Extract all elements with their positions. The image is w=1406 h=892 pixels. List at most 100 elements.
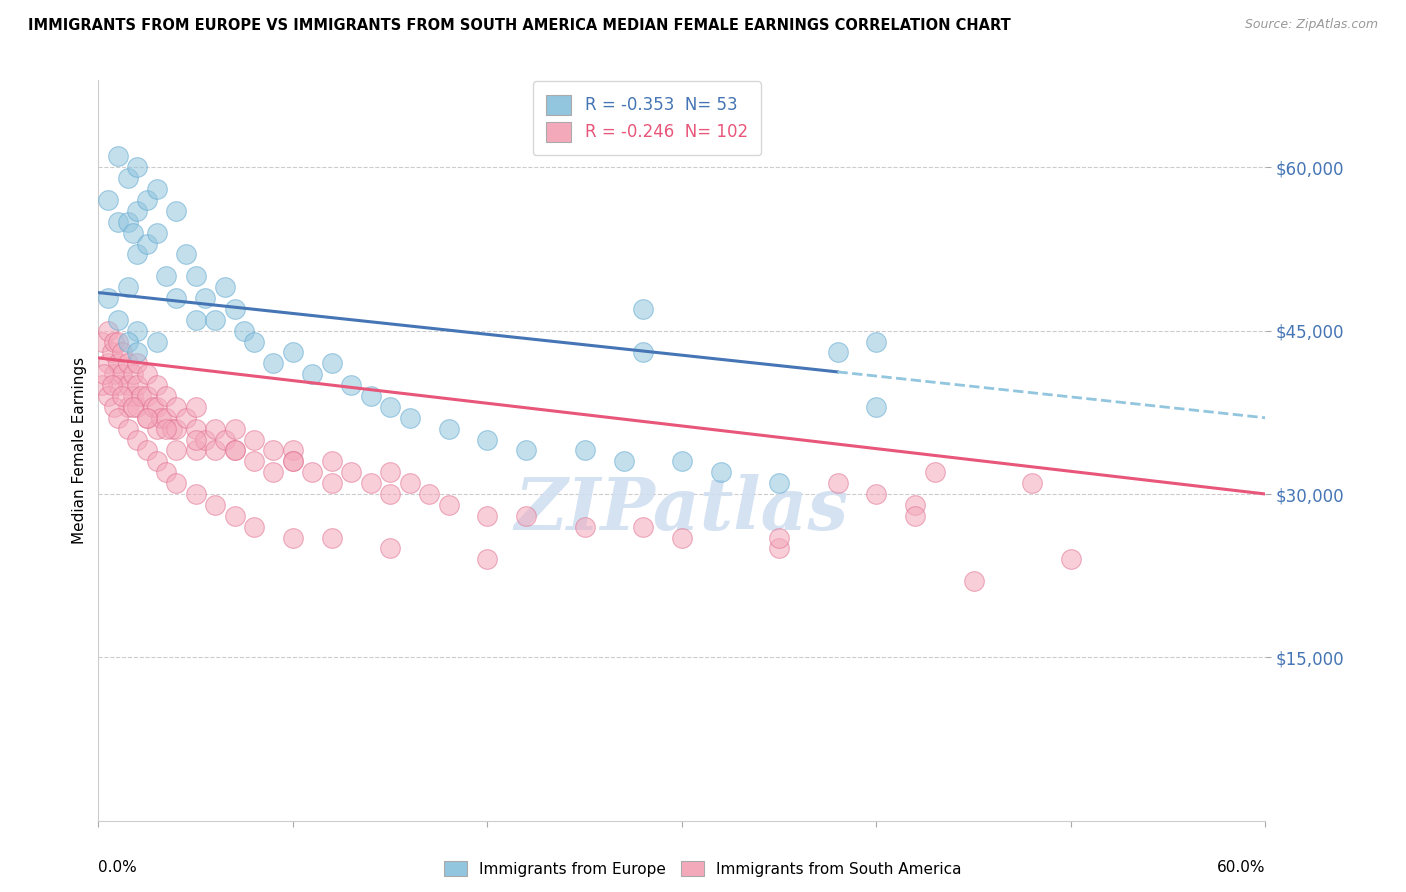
Point bbox=[243, 334, 266, 349]
Point bbox=[136, 410, 159, 425]
Point bbox=[101, 345, 124, 359]
Point bbox=[117, 422, 139, 436]
Point bbox=[162, 422, 184, 436]
Point bbox=[165, 400, 187, 414]
Point bbox=[631, 345, 654, 359]
Point bbox=[437, 498, 460, 512]
Point bbox=[146, 400, 169, 414]
Point bbox=[865, 400, 887, 414]
Point bbox=[117, 334, 139, 349]
Point bbox=[360, 389, 382, 403]
Point bbox=[243, 433, 266, 447]
Point bbox=[398, 476, 420, 491]
Point bbox=[155, 422, 177, 436]
Point bbox=[155, 389, 177, 403]
Point bbox=[574, 443, 596, 458]
Point bbox=[301, 368, 323, 382]
Point bbox=[97, 193, 120, 207]
Point bbox=[97, 389, 120, 403]
Point bbox=[437, 422, 460, 436]
Point bbox=[127, 400, 149, 414]
Point bbox=[165, 422, 187, 436]
Point bbox=[631, 301, 654, 316]
Point bbox=[224, 422, 246, 436]
Point bbox=[710, 465, 733, 479]
Point bbox=[155, 410, 177, 425]
Point bbox=[107, 378, 129, 392]
Point bbox=[127, 356, 149, 370]
Y-axis label: Median Female Earnings: Median Female Earnings bbox=[72, 357, 87, 544]
Point bbox=[204, 422, 226, 436]
Point bbox=[671, 531, 693, 545]
Point bbox=[281, 454, 304, 468]
Point bbox=[360, 476, 382, 491]
Point bbox=[117, 378, 139, 392]
Point bbox=[515, 508, 537, 523]
Point bbox=[155, 269, 177, 284]
Point bbox=[204, 498, 226, 512]
Point bbox=[117, 215, 139, 229]
Point bbox=[127, 247, 149, 261]
Point bbox=[122, 226, 145, 240]
Point bbox=[136, 236, 159, 251]
Point bbox=[107, 149, 129, 163]
Text: Source: ZipAtlas.com: Source: ZipAtlas.com bbox=[1244, 18, 1378, 31]
Point bbox=[184, 422, 207, 436]
Point bbox=[613, 454, 636, 468]
Point bbox=[107, 313, 129, 327]
Point bbox=[477, 433, 499, 447]
Point bbox=[136, 193, 159, 207]
Point bbox=[224, 443, 246, 458]
Point bbox=[301, 465, 323, 479]
Point bbox=[671, 454, 693, 468]
Text: IMMIGRANTS FROM EUROPE VS IMMIGRANTS FROM SOUTH AMERICA MEDIAN FEMALE EARNINGS C: IMMIGRANTS FROM EUROPE VS IMMIGRANTS FRO… bbox=[28, 18, 1011, 33]
Point bbox=[1021, 476, 1043, 491]
Point bbox=[103, 400, 125, 414]
Point bbox=[184, 443, 207, 458]
Point bbox=[321, 476, 343, 491]
Text: ZIPatlas: ZIPatlas bbox=[515, 475, 849, 545]
Point bbox=[204, 313, 226, 327]
Point bbox=[107, 334, 129, 349]
Point bbox=[165, 443, 187, 458]
Point bbox=[233, 324, 256, 338]
Point bbox=[103, 368, 125, 382]
Point bbox=[107, 215, 129, 229]
Point bbox=[91, 334, 114, 349]
Point bbox=[904, 508, 927, 523]
Point bbox=[122, 400, 145, 414]
Point bbox=[477, 552, 499, 566]
Point bbox=[184, 269, 207, 284]
Point bbox=[117, 280, 139, 294]
Point bbox=[91, 378, 114, 392]
Point bbox=[165, 476, 187, 491]
Point bbox=[146, 378, 169, 392]
Point bbox=[768, 531, 790, 545]
Point bbox=[380, 400, 402, 414]
Point bbox=[768, 541, 790, 556]
Text: 60.0%: 60.0% bbox=[1218, 860, 1265, 874]
Point bbox=[243, 454, 266, 468]
Point bbox=[865, 487, 887, 501]
Point bbox=[924, 465, 946, 479]
Point bbox=[321, 454, 343, 468]
Point bbox=[865, 334, 887, 349]
Point bbox=[281, 345, 304, 359]
Point bbox=[127, 203, 149, 218]
Point bbox=[184, 313, 207, 327]
Point bbox=[1060, 552, 1083, 566]
Point bbox=[194, 433, 217, 447]
Point bbox=[127, 324, 149, 338]
Point bbox=[184, 400, 207, 414]
Point bbox=[117, 400, 139, 414]
Point bbox=[262, 356, 284, 370]
Point bbox=[111, 389, 134, 403]
Point bbox=[136, 410, 159, 425]
Point bbox=[97, 291, 120, 305]
Point bbox=[904, 498, 927, 512]
Point bbox=[117, 171, 139, 186]
Point bbox=[281, 531, 304, 545]
Point bbox=[136, 389, 159, 403]
Point bbox=[107, 356, 129, 370]
Point bbox=[136, 443, 159, 458]
